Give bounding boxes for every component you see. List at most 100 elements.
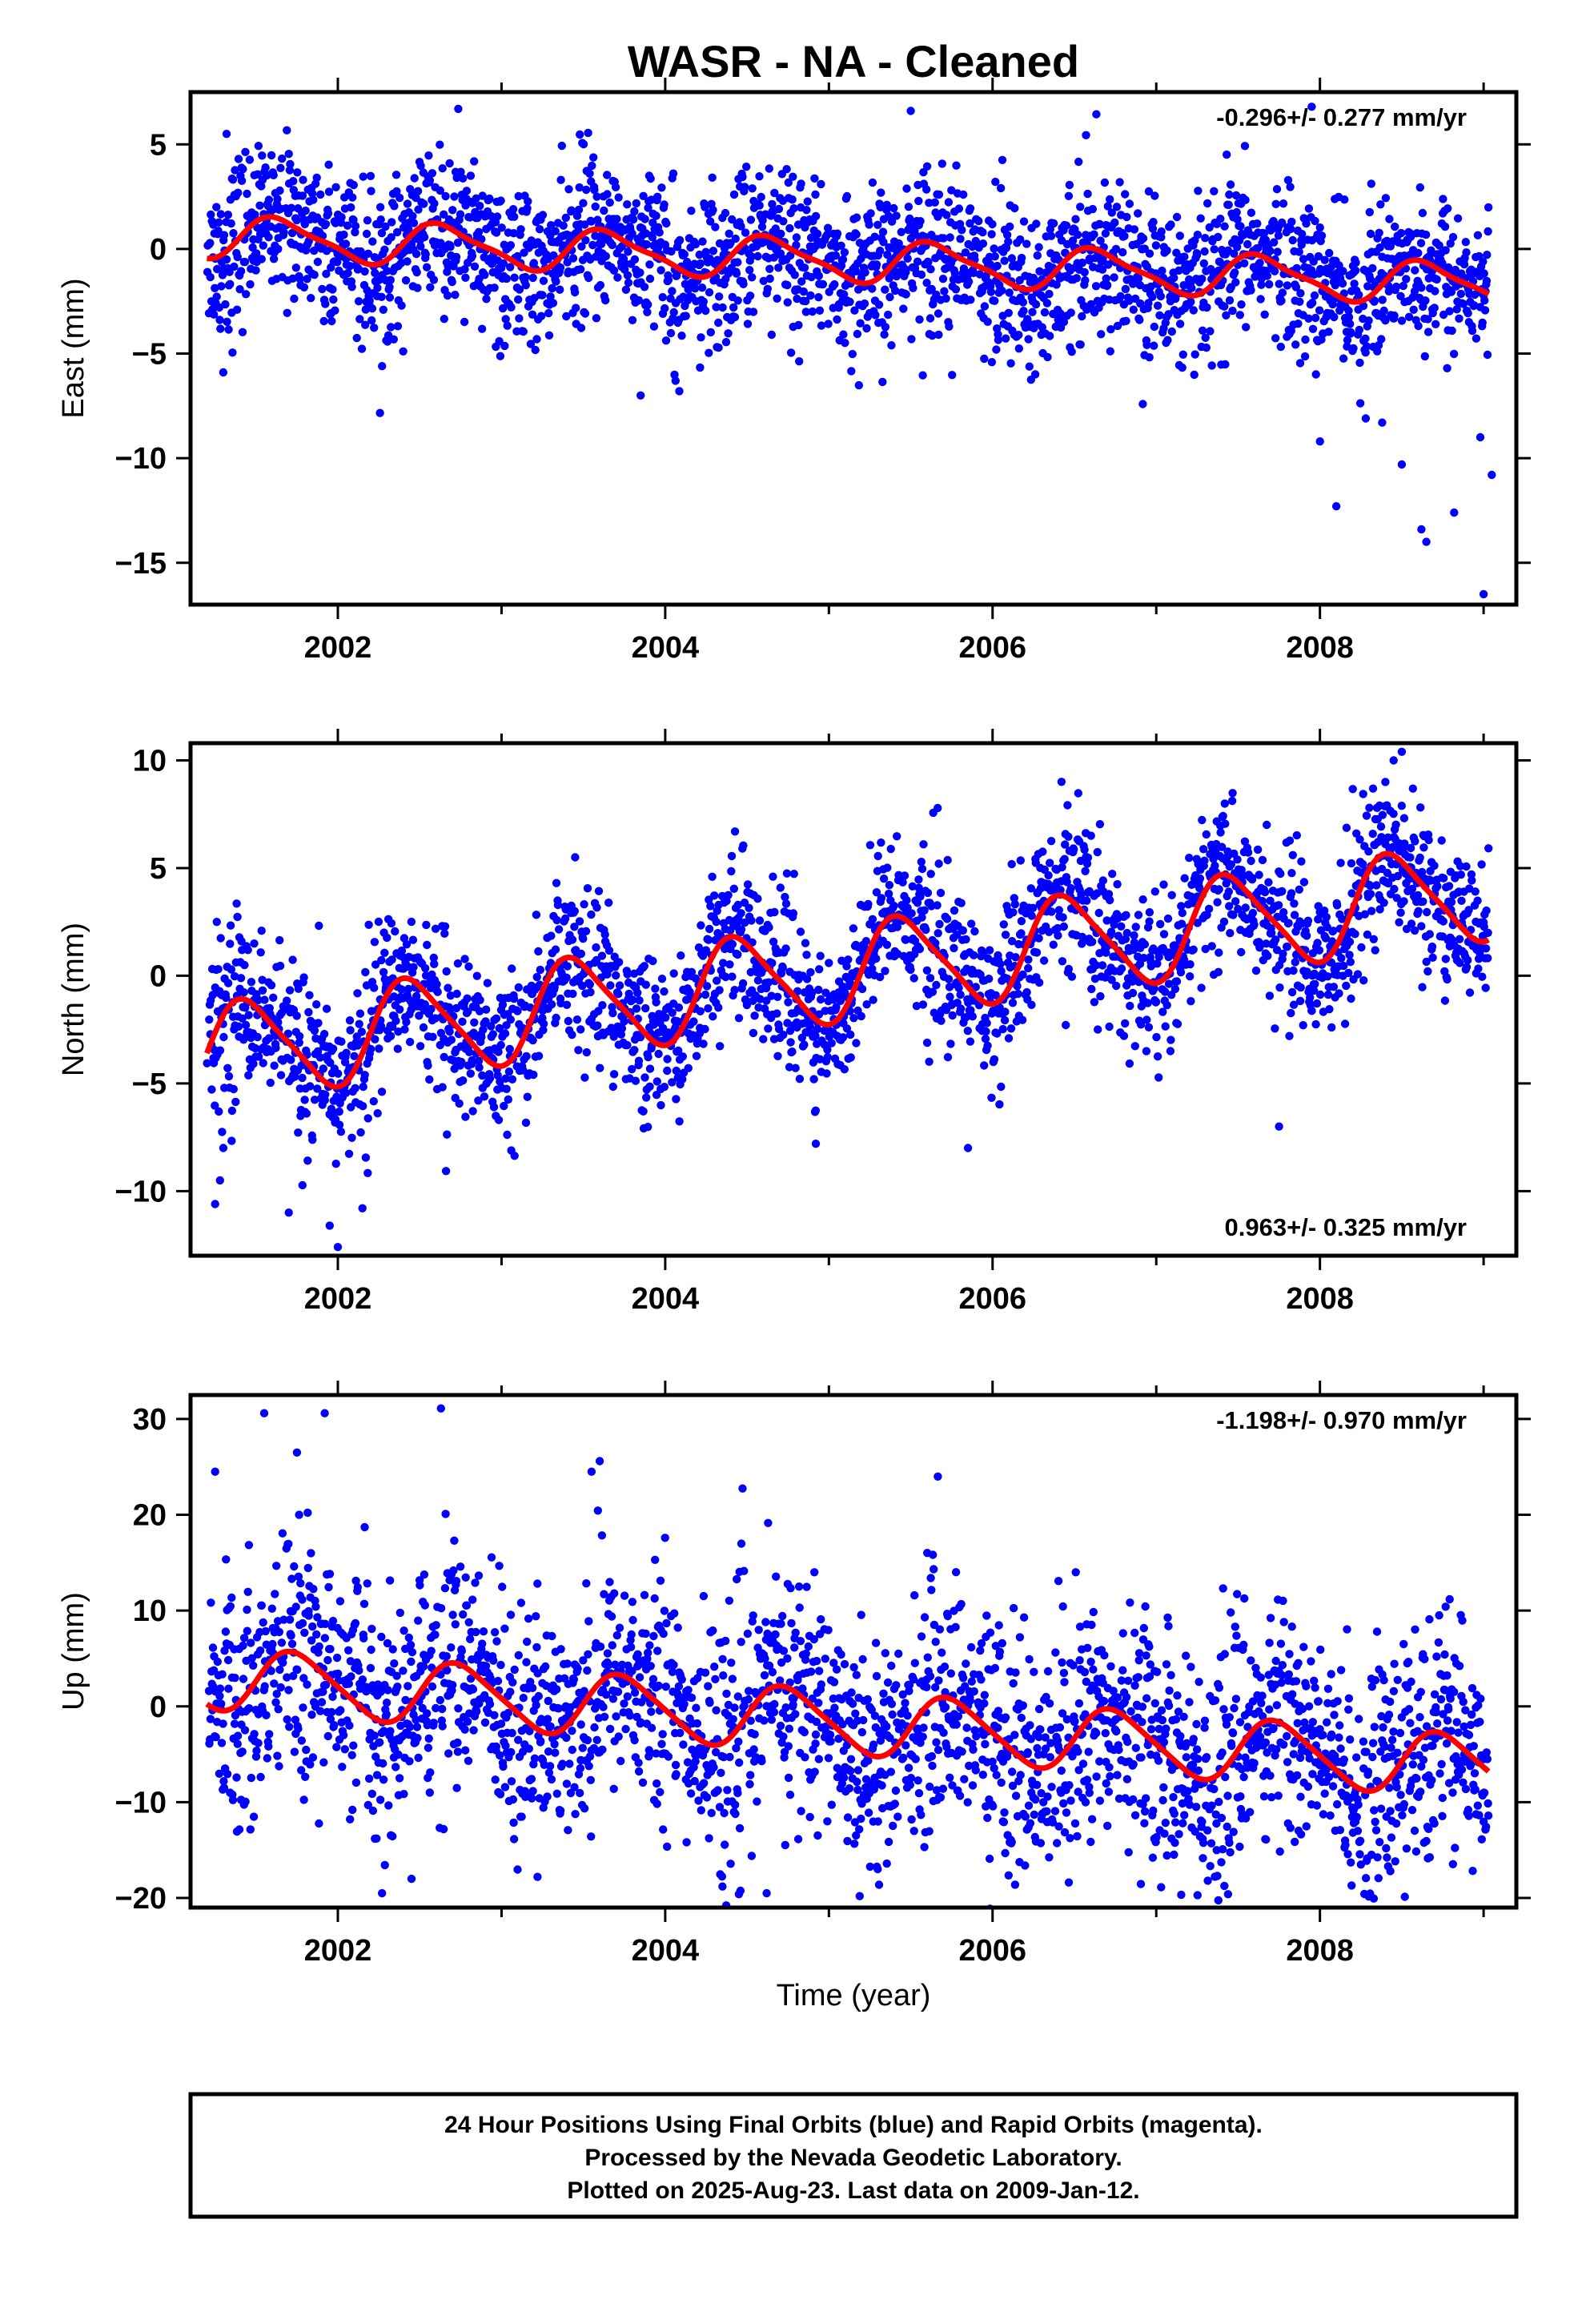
- data-point: [328, 285, 337, 294]
- data-point: [930, 198, 939, 207]
- data-point: [939, 234, 948, 243]
- outlier-point: [1450, 508, 1459, 517]
- data-point: [810, 174, 819, 183]
- data-point: [1285, 1031, 1294, 1040]
- data-point: [229, 229, 238, 238]
- data-point: [1195, 874, 1205, 883]
- data-point: [887, 341, 896, 350]
- data-point: [523, 1092, 532, 1101]
- data-point: [918, 371, 927, 380]
- data-point: [477, 1032, 486, 1042]
- data-point: [1095, 819, 1105, 829]
- data-point: [239, 988, 248, 997]
- data-point: [1360, 910, 1370, 919]
- data-point: [240, 257, 250, 267]
- data-point: [868, 284, 877, 293]
- data-point: [1059, 317, 1069, 327]
- data-point: [1149, 218, 1158, 227]
- data-point: [490, 283, 499, 292]
- data-point: [916, 892, 925, 901]
- data-point: [912, 1002, 921, 1011]
- data-point: [649, 1020, 658, 1029]
- data-point: [1070, 845, 1078, 854]
- data-point: [1225, 902, 1234, 911]
- data-point: [1303, 916, 1313, 926]
- data-point: [426, 283, 435, 292]
- data-point: [1064, 191, 1074, 200]
- outlier-point: [1315, 437, 1324, 446]
- data-point: [508, 964, 516, 973]
- data-point: [582, 1047, 591, 1057]
- data-point: [496, 196, 505, 205]
- data-point: [401, 275, 411, 285]
- data-point: [743, 880, 753, 889]
- data-point: [310, 271, 319, 279]
- data-point: [1091, 282, 1101, 291]
- data-point: [219, 231, 229, 239]
- data-point: [814, 985, 823, 995]
- data-point: [1091, 961, 1101, 970]
- data-point: [1299, 878, 1309, 887]
- data-point: [987, 1093, 996, 1103]
- data-point: [529, 1070, 538, 1080]
- data-point: [971, 983, 981, 991]
- data-point: [339, 230, 348, 239]
- data-point: [1370, 296, 1379, 305]
- data-point: [1081, 866, 1090, 876]
- data-point: [681, 312, 690, 320]
- data-point: [921, 925, 930, 935]
- data-point: [391, 927, 400, 936]
- data-point: [253, 170, 262, 179]
- data-point: [499, 259, 508, 268]
- data-point: [420, 1000, 429, 1009]
- data-point: [1121, 1019, 1130, 1028]
- data-point: [256, 948, 265, 957]
- data-point: [1178, 908, 1187, 918]
- data-point: [250, 939, 259, 948]
- data-point: [1203, 303, 1211, 312]
- data-point: [1251, 966, 1261, 975]
- data-point: [357, 344, 367, 353]
- data-point: [334, 1069, 343, 1078]
- data-point: [214, 227, 223, 235]
- data-point: [1126, 1001, 1134, 1011]
- data-point: [1372, 881, 1381, 890]
- data-point: [475, 1007, 484, 1015]
- data-point: [243, 189, 251, 199]
- data-point: [802, 975, 812, 983]
- data-point: [1339, 961, 1348, 971]
- data-point: [917, 858, 926, 866]
- data-point: [399, 347, 408, 356]
- data-point: [687, 207, 696, 215]
- data-point: [623, 1040, 632, 1050]
- data-point: [951, 285, 961, 294]
- data-point: [1323, 972, 1332, 981]
- data-point: [500, 1029, 510, 1038]
- data-point: [587, 910, 596, 919]
- data-point: [730, 986, 739, 995]
- data-point: [907, 335, 916, 344]
- data-point: [1302, 931, 1311, 940]
- data-point: [728, 939, 737, 949]
- data-point: [1156, 919, 1165, 929]
- data-point: [990, 296, 999, 305]
- data-point: [1121, 284, 1130, 294]
- data-point: [1226, 929, 1235, 938]
- data-point: [228, 175, 238, 184]
- data-point: [1148, 292, 1157, 301]
- data-point: [793, 220, 803, 229]
- data-point: [785, 223, 794, 233]
- data-point: [770, 907, 779, 917]
- data-point: [771, 224, 780, 233]
- data-point: [708, 872, 717, 882]
- data-point: [852, 1039, 861, 1047]
- data-point: [264, 233, 273, 242]
- data-point: [836, 996, 845, 1006]
- data-point: [640, 962, 648, 971]
- data-point: [1167, 891, 1176, 900]
- data-point: [909, 283, 917, 292]
- data-point: [1224, 200, 1233, 209]
- data-point: [677, 332, 686, 340]
- data-point: [768, 959, 777, 967]
